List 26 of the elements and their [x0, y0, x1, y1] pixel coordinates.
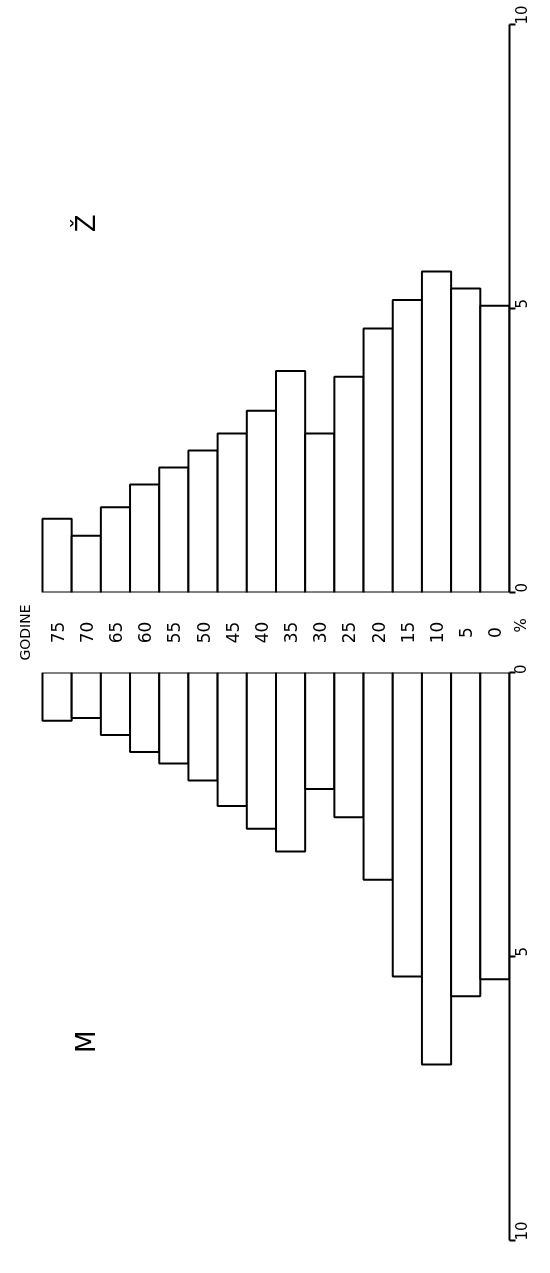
x-tick-label: 30	[310, 621, 331, 644]
x-tick-label: 35	[281, 621, 302, 644]
x-tick-label: 55	[164, 621, 185, 644]
y-tick-label: 0	[512, 582, 531, 593]
text: Ž	[70, 214, 102, 233]
x-tick-label: 5	[456, 627, 477, 638]
x-tick-label: 75	[47, 621, 68, 644]
x-tick-label: 60	[135, 621, 156, 644]
x-tick-label: 20	[368, 621, 389, 644]
x-tick-label: 10	[427, 621, 448, 644]
text: GODINE	[17, 604, 34, 661]
x-tick-label: 15	[397, 621, 418, 644]
x-tick-label: 50	[193, 621, 214, 644]
text: %	[511, 618, 530, 633]
y-tick-label: 10	[512, 1221, 531, 1241]
x-tick-label: 0	[485, 627, 506, 638]
x-tick-label: 45	[222, 621, 243, 644]
y-tick-label: 0	[512, 664, 531, 675]
y-tick-label: 10	[512, 5, 531, 25]
x-tick-label: 70	[76, 621, 97, 644]
x-tick-label: 25	[339, 621, 360, 644]
y-tick-label: 5	[512, 298, 531, 309]
y-tick-label: 5	[512, 946, 531, 957]
text: M	[71, 1030, 102, 1053]
x-tick-label: 40	[251, 621, 272, 644]
x-tick-label: 65	[105, 621, 126, 644]
